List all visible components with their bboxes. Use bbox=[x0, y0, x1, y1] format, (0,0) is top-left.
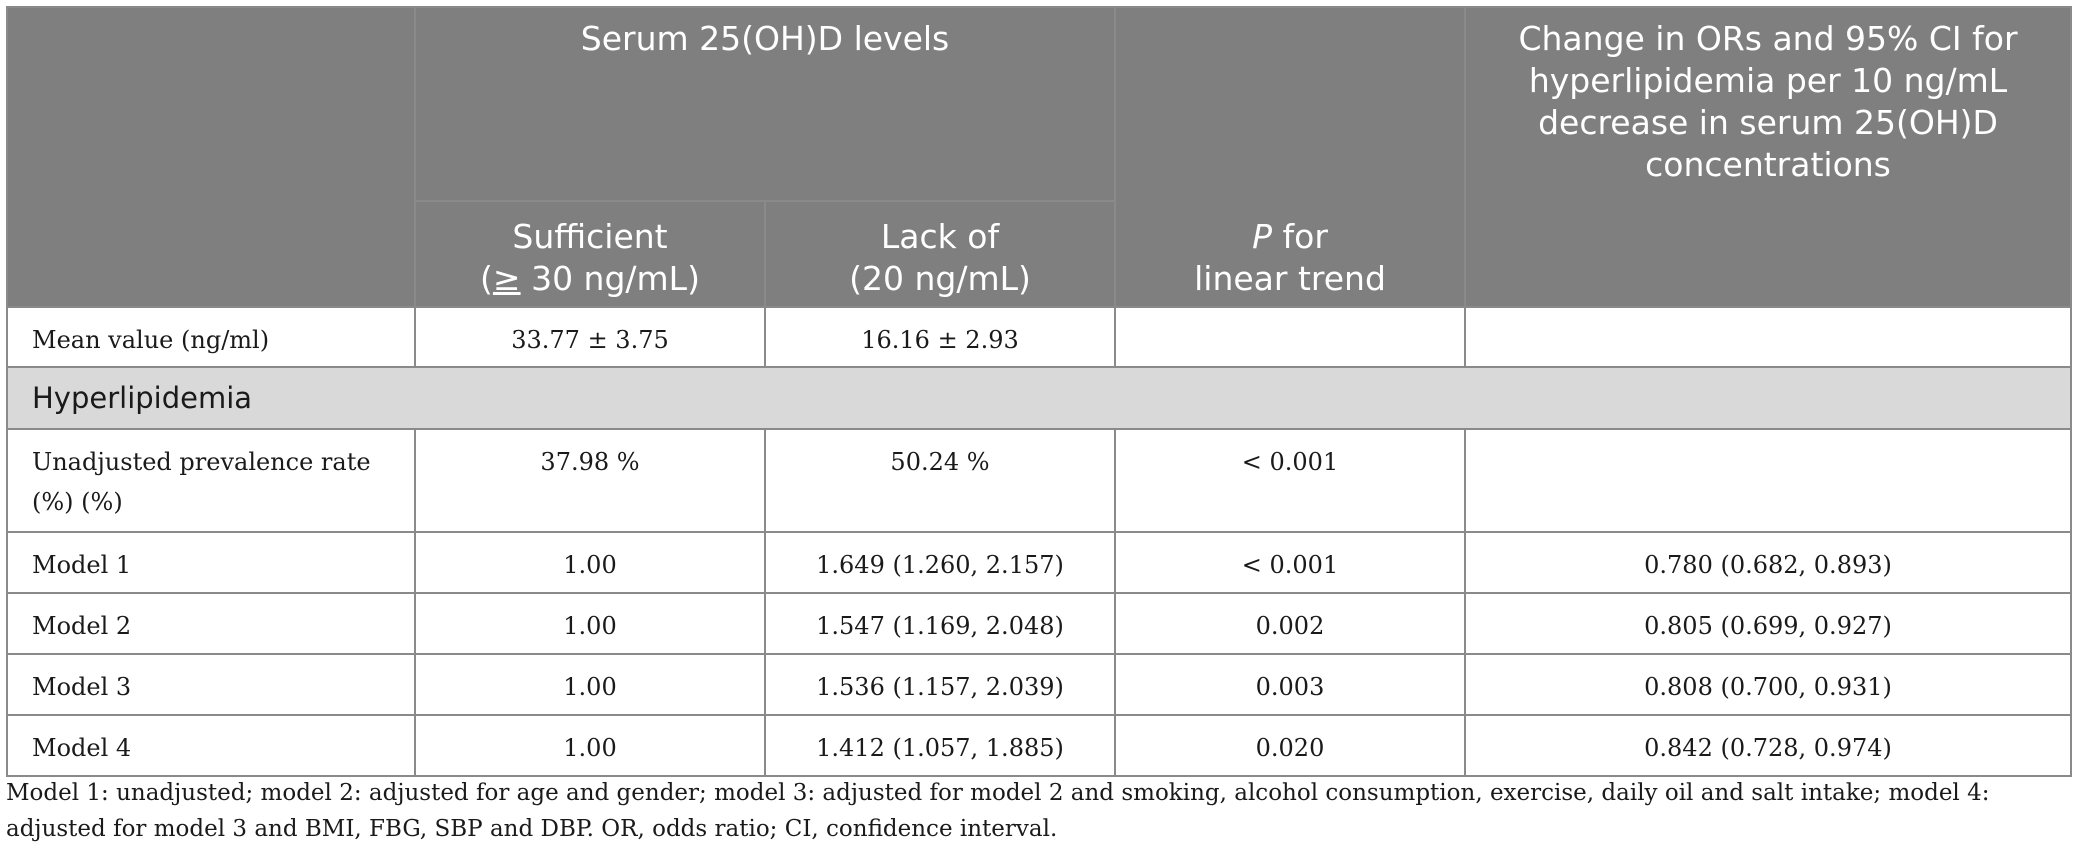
cell-sufficient: 1.00 bbox=[414, 653, 766, 716]
cell-label: Mean value (ng/ml) bbox=[6, 306, 416, 368]
cell-label: Model 4 bbox=[6, 714, 416, 777]
cell-p: 0.003 bbox=[1114, 653, 1466, 716]
cell-lack: 1.547 (1.169, 2.048) bbox=[764, 592, 1116, 655]
section-row-hyperlipidemia: Hyperlipidemia bbox=[6, 366, 2072, 430]
cell-change bbox=[1464, 306, 2072, 368]
header-empty-cell bbox=[6, 6, 416, 308]
header-p-trend: P for linear trend bbox=[1114, 6, 1466, 308]
table-row-model-4: Model 4 1.00 1.412 (1.057, 1.885) 0.020 … bbox=[6, 714, 2072, 777]
cell-p: < 0.001 bbox=[1114, 531, 1466, 594]
header-sufficient: Sufficient (≥ 30 ng/mL) bbox=[414, 200, 766, 308]
table-body: Mean value (ng/ml) 33.77 ± 3.75 16.16 ± … bbox=[6, 306, 2072, 777]
cell-lack: 16.16 ± 2.93 bbox=[764, 306, 1116, 368]
results-table: Serum 25(OH)D levels P for linear trend … bbox=[6, 6, 2072, 777]
header-sufficient-line1: Sufficient bbox=[512, 217, 668, 256]
cell-sufficient: 33.77 ± 3.75 bbox=[414, 306, 766, 368]
header-sufficient-symbol: ≥ bbox=[492, 259, 521, 298]
cell-label: Model 1 bbox=[6, 531, 416, 594]
cell-lack: 1.649 (1.260, 2.157) bbox=[764, 531, 1116, 594]
cell-change bbox=[1464, 428, 2072, 533]
header-lack-line1: Lack of bbox=[880, 217, 1000, 256]
cell-change: 0.842 (0.728, 0.974) bbox=[1464, 714, 2072, 777]
cell-p bbox=[1114, 306, 1466, 368]
cell-lack: 1.412 (1.057, 1.885) bbox=[764, 714, 1116, 777]
table-header: Serum 25(OH)D levels P for linear trend … bbox=[6, 6, 2072, 308]
header-serum-levels: Serum 25(OH)D levels bbox=[414, 6, 1116, 202]
header-change-ors: Change in ORs and 95% CI for hyperlipide… bbox=[1464, 6, 2072, 308]
cell-p: 0.020 bbox=[1114, 714, 1466, 777]
header-p-line2: linear trend bbox=[1194, 259, 1386, 298]
cell-sufficient: 1.00 bbox=[414, 592, 766, 655]
table-row-model-1: Model 1 1.00 1.649 (1.260, 2.157) < 0.00… bbox=[6, 531, 2072, 594]
header-p-rest: for bbox=[1272, 217, 1328, 256]
cell-label: Model 2 bbox=[6, 592, 416, 655]
cell-change: 0.780 (0.682, 0.893) bbox=[1464, 531, 2072, 594]
cell-sufficient: 1.00 bbox=[414, 714, 766, 777]
cell-p: < 0.001 bbox=[1114, 428, 1466, 533]
table-row-model-3: Model 3 1.00 1.536 (1.157, 2.039) 0.003 … bbox=[6, 653, 2072, 716]
cell-label: Unadjusted prevalence rate (%) (%) bbox=[6, 428, 416, 533]
header-lack-line2: (20 ng/mL) bbox=[849, 259, 1031, 298]
header-p-italic: P bbox=[1252, 217, 1273, 256]
header-lack: Lack of (20 ng/mL) bbox=[764, 200, 1116, 308]
table-row-mean: Mean value (ng/ml) 33.77 ± 3.75 16.16 ± … bbox=[6, 306, 2072, 368]
cell-change: 0.805 (0.699, 0.927) bbox=[1464, 592, 2072, 655]
cell-sufficient: 37.98 % bbox=[414, 428, 766, 533]
cell-lack: 1.536 (1.157, 2.039) bbox=[764, 653, 1116, 716]
header-sufficient-value: 30 ng/mL) bbox=[531, 259, 700, 298]
results-table-container: Serum 25(OH)D levels P for linear trend … bbox=[6, 6, 2072, 777]
table-row-prevalence: Unadjusted prevalence rate (%) (%) 37.98… bbox=[6, 428, 2072, 533]
cell-sufficient: 1.00 bbox=[414, 531, 766, 594]
cell-p: 0.002 bbox=[1114, 592, 1466, 655]
table-row-model-2: Model 2 1.00 1.547 (1.169, 2.048) 0.002 … bbox=[6, 592, 2072, 655]
section-title: Hyperlipidemia bbox=[6, 366, 2072, 430]
cell-label: Model 3 bbox=[6, 653, 416, 716]
table-footnote: Model 1: unadjusted; model 2: adjusted f… bbox=[6, 780, 1990, 842]
cell-lack: 50.24 % bbox=[764, 428, 1116, 533]
header-sufficient-open: ( bbox=[480, 259, 493, 298]
cell-change: 0.808 (0.700, 0.931) bbox=[1464, 653, 2072, 716]
